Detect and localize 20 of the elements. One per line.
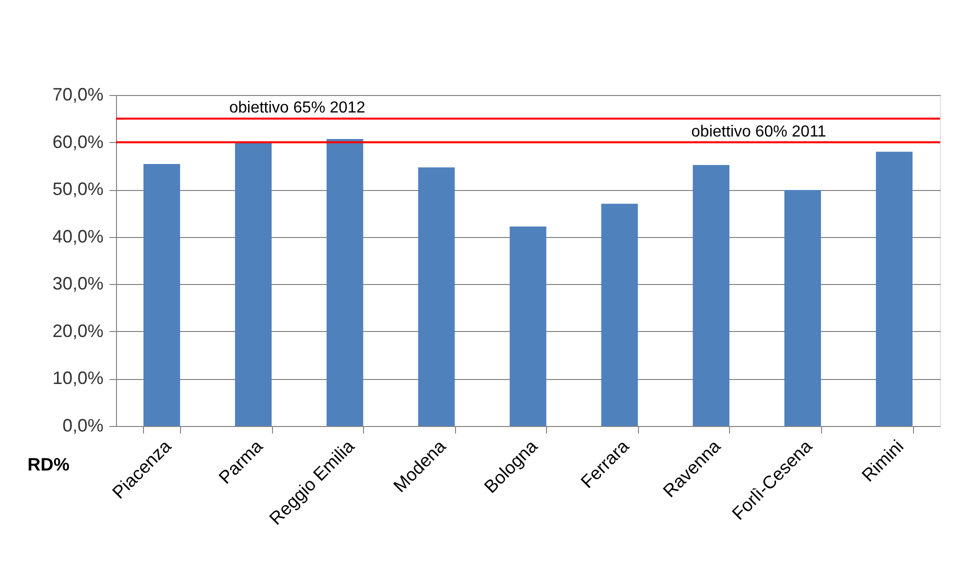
bar [143,164,180,426]
bar [784,190,821,426]
bar [692,164,730,426]
y-tick-label: 0,0% [62,416,104,436]
y-tick-label: 10,0% [52,368,104,388]
bar [326,138,364,426]
bar [235,142,272,426]
bar [418,167,455,426]
ref-line-label: obiettivo 60% 2011 [691,123,826,140]
y-tick-label: 20,0% [52,320,104,341]
bar [601,204,638,426]
bar [510,226,546,426]
y-tick-label: 60,0% [52,132,104,152]
ref-line-label: obiettivo 65% 2012 [229,100,366,117]
bar [876,152,913,426]
y-tick-label: 50,0% [52,179,104,200]
y-tick-label: 40,0% [52,226,104,246]
x-axis-title: RD% [28,454,70,474]
y-tick-label: 70,0% [52,84,104,104]
y-tick-label: 30,0% [52,274,104,294]
